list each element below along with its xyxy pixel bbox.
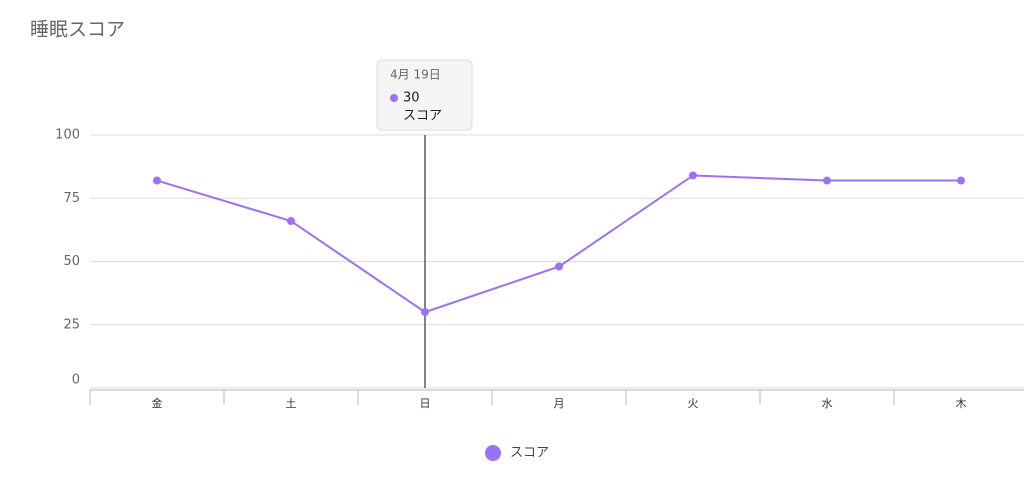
tooltip: 4月 19日 30 スコア [376, 59, 473, 131]
chart-title: 睡眠スコア [30, 19, 125, 41]
y-tick-label: 100 [55, 128, 80, 143]
legend-label: スコア [510, 446, 549, 461]
tooltip-title: 4月 19日 [390, 68, 441, 82]
y-tick-label: 25 [63, 317, 80, 332]
data-point [957, 176, 965, 185]
x-tick-label: 日 [420, 397, 431, 410]
y-tick-label: 75 [63, 191, 80, 206]
x-tick-label: 土 [286, 397, 297, 410]
tooltip-series: スコア [403, 109, 442, 124]
x-tick-label: 金 [152, 396, 163, 410]
data-point [153, 176, 161, 185]
tooltip-marker [390, 94, 398, 102]
data-point [689, 171, 697, 180]
data-point [555, 262, 563, 271]
legend-marker [485, 445, 501, 461]
y-tick-label: 50 [63, 254, 80, 269]
y-tick-label: 0 [72, 373, 80, 388]
tooltip-box [376, 59, 473, 131]
tooltip-value: 30 [403, 91, 420, 106]
x-tick-label: 木 [956, 397, 967, 410]
series-line [156, 174, 961, 314]
legend-item[interactable]: スコア [485, 445, 549, 461]
data-point [823, 176, 831, 185]
x-tick-label: 水 [822, 397, 833, 410]
x-tick-label: 火 [688, 397, 699, 410]
data-point [287, 217, 295, 226]
x-tick-label: 月 [554, 397, 565, 410]
data-point [421, 308, 429, 317]
